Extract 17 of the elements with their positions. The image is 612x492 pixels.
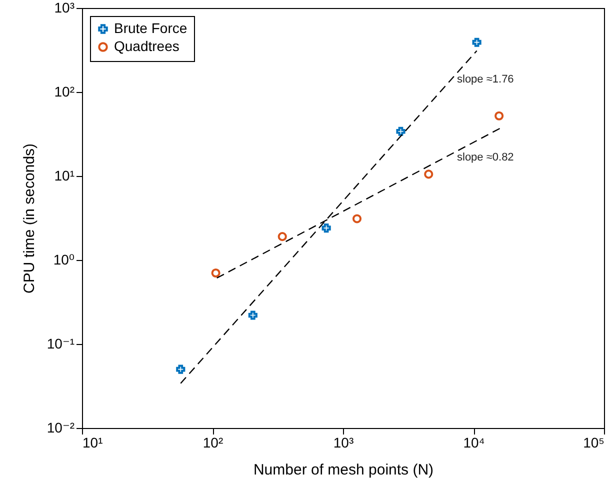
y-tick-label: 10⁰ xyxy=(53,252,75,268)
y-tick-label: 10⁻¹ xyxy=(46,336,75,352)
y-tick-label: 10² xyxy=(54,84,75,100)
x-tick-label: 10³ xyxy=(333,434,354,450)
annotation: slope ≈1.76 xyxy=(457,74,514,86)
x-axis-title: Number of mesh points (N) xyxy=(253,462,434,478)
y-tick-label: 10³ xyxy=(54,0,75,16)
legend-label: Brute Force xyxy=(114,20,188,36)
x-tick-label: 10⁵ xyxy=(583,434,604,450)
x-tick-label: 10⁴ xyxy=(463,434,485,450)
y-tick-label: 10⁻² xyxy=(46,420,75,436)
y-tick-label: 10¹ xyxy=(54,168,75,184)
legend-label: Quadtrees xyxy=(114,38,180,54)
x-tick-label: 10² xyxy=(202,434,224,450)
x-tick-label: 10¹ xyxy=(82,434,104,450)
y-axis-title: CPU time (in seconds) xyxy=(20,143,38,294)
annotation: slope ≈0.82 xyxy=(457,151,514,164)
